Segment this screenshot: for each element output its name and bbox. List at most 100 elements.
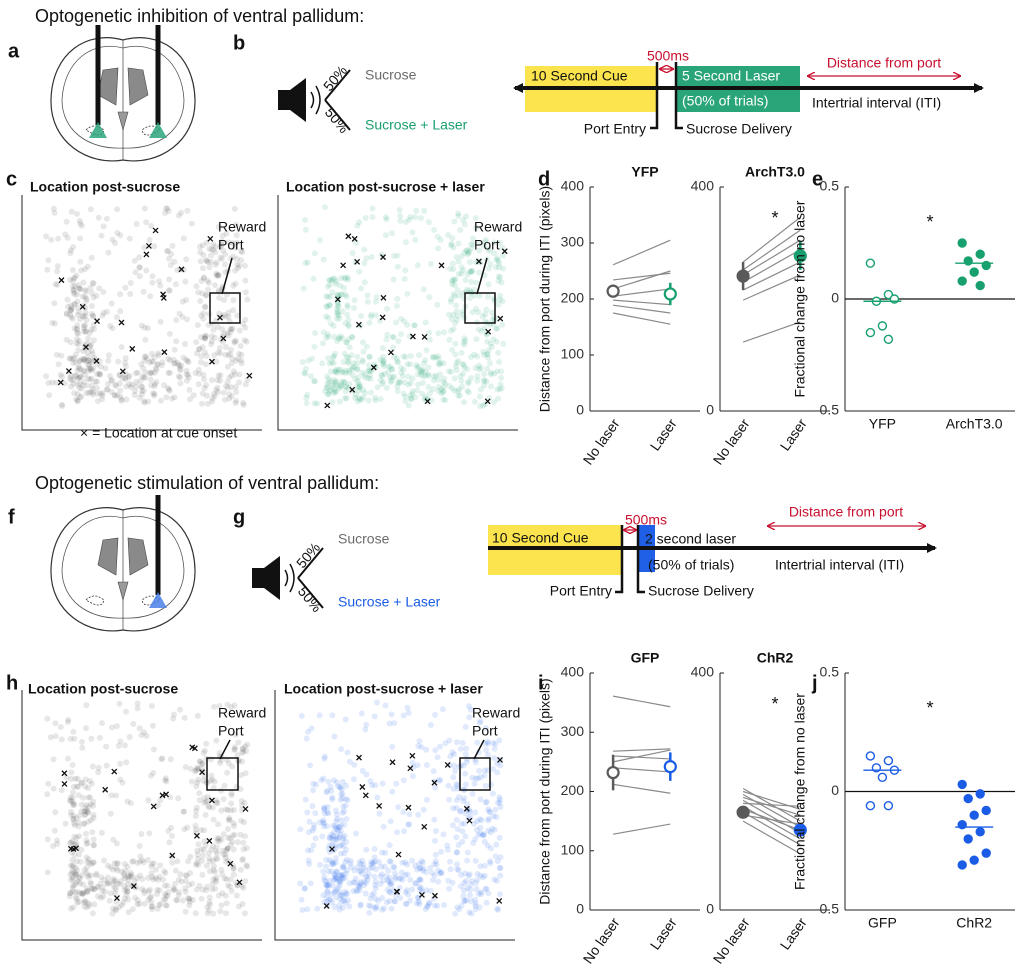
location-dot [67, 307, 74, 314]
location-dot [103, 743, 110, 750]
location-dot [213, 259, 220, 266]
location-dot [175, 892, 182, 899]
location-dot [205, 279, 212, 286]
location-dot [136, 273, 143, 280]
location-dot [325, 315, 332, 321]
location-dot [471, 351, 478, 358]
location-dot [398, 369, 405, 376]
location-dot [299, 359, 306, 365]
location-dot [107, 373, 113, 379]
location-dot [141, 324, 148, 331]
location-dot [391, 898, 398, 905]
location-dot [127, 280, 134, 286]
location-dot [136, 725, 143, 732]
subject-point [877, 321, 888, 331]
location-dot [305, 829, 312, 836]
location-dot [424, 903, 431, 910]
location-dot [70, 789, 76, 796]
location-dot [329, 382, 336, 389]
location-dot [479, 832, 486, 839]
cue-onset-marker [61, 780, 68, 787]
location-dot [338, 791, 345, 798]
location-dot [468, 877, 475, 884]
location-dot [58, 787, 65, 794]
label: Sucrose + Laser [365, 117, 468, 133]
location-dot [67, 355, 74, 362]
location-dot [334, 308, 341, 315]
location-dot [228, 792, 235, 799]
location-dot [213, 358, 220, 365]
location-dot [341, 378, 348, 385]
location-dot [481, 767, 488, 774]
location-dot [68, 208, 75, 215]
location-dot [298, 896, 305, 903]
location-dot [203, 740, 210, 747]
location-dot [73, 336, 80, 343]
location-dot [117, 232, 124, 239]
location-dot [466, 248, 473, 255]
location-dot [71, 820, 78, 827]
location-dot [71, 869, 78, 876]
location-dot [359, 357, 366, 364]
location-dot [176, 363, 183, 369]
location-dot [453, 254, 460, 261]
location-dot [447, 298, 454, 305]
location-dot [212, 249, 219, 256]
location-dot [309, 355, 316, 362]
axis [21, 690, 262, 941]
location-dot [498, 374, 505, 381]
location-dot [343, 816, 350, 822]
location-dot [204, 910, 211, 917]
location-dot [126, 372, 133, 379]
location-dot [377, 873, 384, 880]
location-dot [166, 330, 173, 337]
location-dot [51, 300, 58, 307]
location-dot [52, 281, 59, 288]
location-dot [407, 395, 414, 402]
location-dot [435, 388, 442, 394]
location-dot [162, 902, 169, 909]
location-dot [171, 394, 178, 401]
label: Laser [647, 415, 680, 453]
label: Intertrial interval (ITI) [812, 95, 941, 111]
location-dot [149, 279, 156, 286]
location-dot [468, 375, 475, 381]
location-dot [162, 777, 169, 784]
location-dot [341, 850, 348, 857]
location-dot [433, 861, 440, 868]
location-dot [430, 377, 437, 384]
location-dot [372, 878, 379, 885]
location-dot [189, 880, 196, 887]
location-dot [86, 777, 93, 784]
location-dot [406, 811, 413, 818]
location-dot [68, 305, 75, 311]
location-dot [123, 383, 130, 390]
location-dot [481, 772, 488, 779]
location-dot [441, 902, 448, 908]
location-dot [206, 264, 213, 271]
label: No laser [710, 914, 753, 966]
location-dot [124, 863, 131, 870]
location-dot [356, 396, 363, 403]
location-dot [405, 373, 412, 380]
location-dot [343, 846, 350, 853]
location-dot [90, 389, 97, 396]
location-dot [105, 357, 112, 364]
location-dot [354, 378, 361, 385]
label: Reward [474, 219, 522, 235]
location-dot [461, 249, 468, 256]
location-dot [380, 358, 387, 365]
location-dot [235, 739, 242, 746]
location-dot [440, 360, 447, 367]
location-dot [324, 788, 331, 794]
location-dot [462, 277, 469, 283]
location-dot [398, 315, 405, 322]
location-dot [70, 783, 77, 790]
location-dot [202, 798, 209, 805]
label: 400 [561, 664, 585, 680]
location-dot [132, 388, 138, 394]
location-dot [340, 369, 347, 375]
location-dot [164, 893, 171, 899]
location-dot [122, 355, 129, 362]
location-dot [366, 372, 373, 379]
